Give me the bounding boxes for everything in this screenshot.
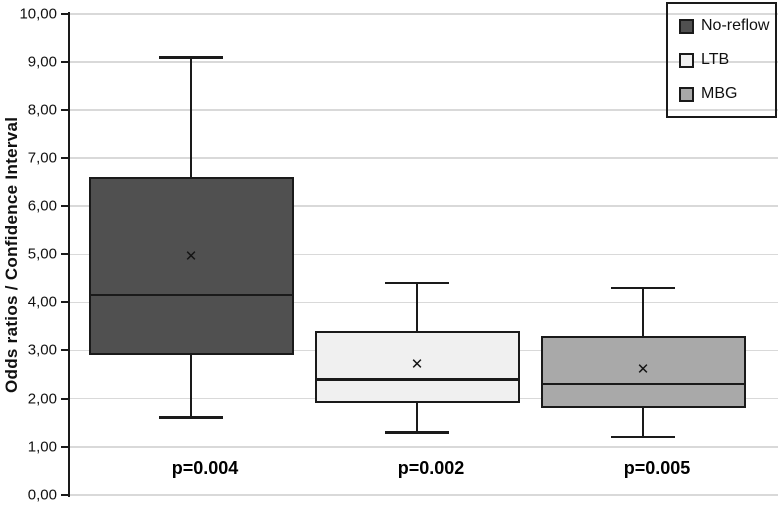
y-axis-tick bbox=[61, 61, 68, 64]
upper-whisker-line bbox=[415, 283, 419, 332]
upper-whisker-cap bbox=[159, 55, 223, 59]
y-gridline bbox=[68, 301, 778, 304]
legend-label: MBG bbox=[701, 85, 738, 102]
mean-marker: ✕ bbox=[636, 360, 650, 378]
p-value-label: p=0.002 bbox=[397, 458, 465, 478]
box-mbg bbox=[540, 336, 746, 409]
y-gridline bbox=[68, 445, 778, 448]
y-tick-label: 0,00 bbox=[27, 486, 57, 504]
upper-whisker-line bbox=[189, 57, 193, 178]
y-axis-line bbox=[68, 12, 71, 497]
y-axis-tick bbox=[61, 445, 68, 448]
lower-whisker-cap bbox=[159, 416, 223, 420]
y-tick-label: 5,00 bbox=[27, 245, 57, 263]
y-tick-label: 1,00 bbox=[27, 438, 57, 456]
y-axis-tick bbox=[61, 493, 68, 496]
y-gridline bbox=[68, 109, 778, 112]
y-tick-label: 7,00 bbox=[27, 149, 57, 167]
legend-swatch bbox=[679, 52, 694, 68]
y-tick-label: 6,00 bbox=[27, 197, 57, 215]
legend-item-mbg: MBG bbox=[679, 86, 775, 102]
y-gridline bbox=[68, 205, 778, 208]
lower-whisker-cap bbox=[611, 435, 675, 439]
mean-marker: ✕ bbox=[184, 247, 198, 265]
y-tick-label: 3,00 bbox=[27, 341, 57, 359]
upper-whisker-cap bbox=[611, 286, 675, 290]
y-tick-label: 9,00 bbox=[27, 53, 57, 71]
y-gridline bbox=[68, 253, 778, 256]
y-tick-label: 4,00 bbox=[27, 293, 57, 311]
y-gridline bbox=[68, 13, 778, 15]
y-axis-tick bbox=[61, 157, 68, 160]
lower-whisker-cap bbox=[385, 430, 449, 434]
y-tick-label: 2,00 bbox=[27, 390, 57, 408]
median-line bbox=[88, 294, 294, 297]
legend-label: No-reflow bbox=[701, 17, 770, 34]
y-axis-tick bbox=[61, 109, 68, 112]
box-ltb bbox=[314, 331, 520, 404]
y-gridline bbox=[68, 61, 778, 63]
box-no-reflow bbox=[88, 177, 294, 356]
y-gridline bbox=[68, 493, 778, 496]
upper-whisker-cap bbox=[385, 281, 449, 285]
y-tick-label: 10,00 bbox=[19, 5, 57, 23]
median-line bbox=[540, 382, 746, 386]
legend-item-no-reflow: No-reflow bbox=[679, 18, 775, 34]
y-axis-tick bbox=[61, 205, 68, 208]
y-axis-tick bbox=[61, 301, 68, 304]
legend-item-ltb: LTB bbox=[679, 52, 775, 68]
lower-whisker-line bbox=[415, 403, 419, 433]
y-axis-tick bbox=[61, 13, 68, 15]
y-axis-tick bbox=[61, 349, 68, 352]
p-value-label: p=0.004 bbox=[171, 458, 239, 478]
upper-whisker-line bbox=[641, 287, 645, 337]
lower-whisker-line bbox=[641, 408, 645, 437]
y-gridline bbox=[68, 157, 778, 160]
legend: No-reflow LTB MBG bbox=[666, 2, 777, 118]
lower-whisker-line bbox=[189, 355, 193, 418]
y-axis-tick bbox=[61, 397, 68, 400]
median-line bbox=[314, 378, 520, 381]
legend-label: LTB bbox=[701, 51, 730, 68]
y-tick-label: 8,00 bbox=[27, 101, 57, 119]
legend-swatch bbox=[679, 86, 694, 102]
y-axis-tick bbox=[61, 253, 68, 256]
p-value-label: p=0.005 bbox=[623, 458, 691, 478]
legend-swatch bbox=[679, 18, 694, 34]
mean-marker: ✕ bbox=[410, 356, 424, 374]
